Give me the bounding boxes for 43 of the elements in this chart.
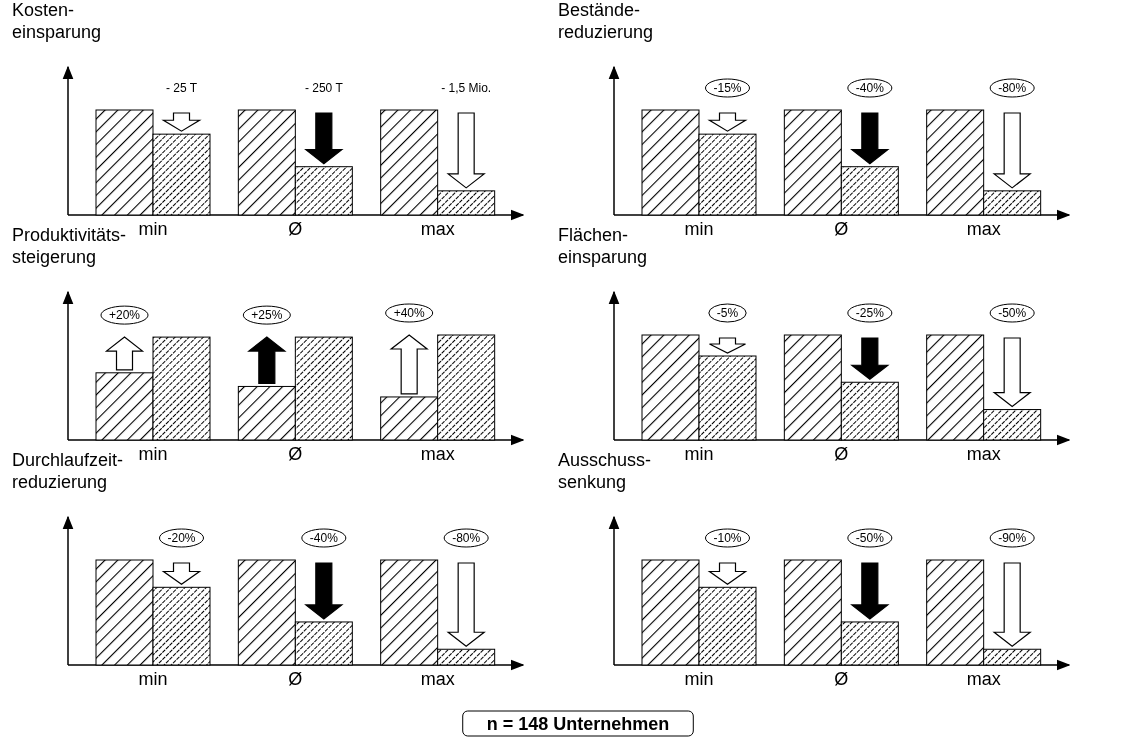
- text: -5%: [716, 306, 739, 320]
- text: -40%: [309, 531, 339, 545]
- x-tick-label: max: [966, 444, 1001, 464]
- x-tick-label: min: [138, 444, 168, 464]
- x-tick-label: min: [684, 669, 714, 689]
- text: - 250 T: [304, 81, 344, 95]
- x-tick-label: max: [420, 669, 455, 689]
- x-tick-label: Ø: [834, 669, 849, 689]
- text: -15%: [713, 81, 742, 95]
- x-tick-label: max: [966, 669, 1001, 689]
- x-tick-label: max: [420, 444, 455, 464]
- x-tick-label: min: [684, 219, 714, 239]
- chart-title: Durchlaufzeit- reduzierung: [12, 450, 124, 492]
- text: -50%: [998, 306, 1027, 320]
- text: -25%: [855, 306, 885, 320]
- x-tick-label: Ø: [288, 219, 303, 239]
- x-tick-label: min: [684, 444, 714, 464]
- x-tick-label: min: [138, 219, 168, 239]
- text: -40%: [855, 81, 885, 95]
- text: +40%: [393, 306, 426, 320]
- text: -10%: [713, 531, 742, 545]
- text: -50%: [855, 531, 885, 545]
- chart-title: Produktivitäts- steigerung: [12, 225, 127, 267]
- chart-title: Kosten- einsparung: [12, 0, 102, 42]
- x-tick-label: min: [138, 669, 168, 689]
- text: +20%: [108, 308, 141, 323]
- x-tick-label: Ø: [834, 219, 849, 239]
- chart-title: Bestände- reduzierung: [558, 0, 654, 42]
- chart-title: Ausschuss- senkung: [558, 450, 652, 492]
- text: -90%: [998, 531, 1027, 545]
- text: - 25 T: [165, 81, 198, 95]
- text: n = 148 Unternehmen: [486, 714, 670, 734]
- chart-title: Flächen- einsparung: [558, 225, 648, 267]
- text: -20%: [167, 531, 196, 545]
- text: +25%: [251, 308, 283, 323]
- text: -80%: [452, 531, 481, 545]
- x-tick-label: Ø: [834, 444, 849, 464]
- x-tick-label: Ø: [288, 444, 303, 464]
- x-tick-label: max: [420, 219, 455, 239]
- text: - 1,5 Mio.: [441, 81, 492, 95]
- x-tick-label: Ø: [288, 669, 303, 689]
- x-tick-label: max: [966, 219, 1001, 239]
- text: -80%: [998, 81, 1027, 95]
